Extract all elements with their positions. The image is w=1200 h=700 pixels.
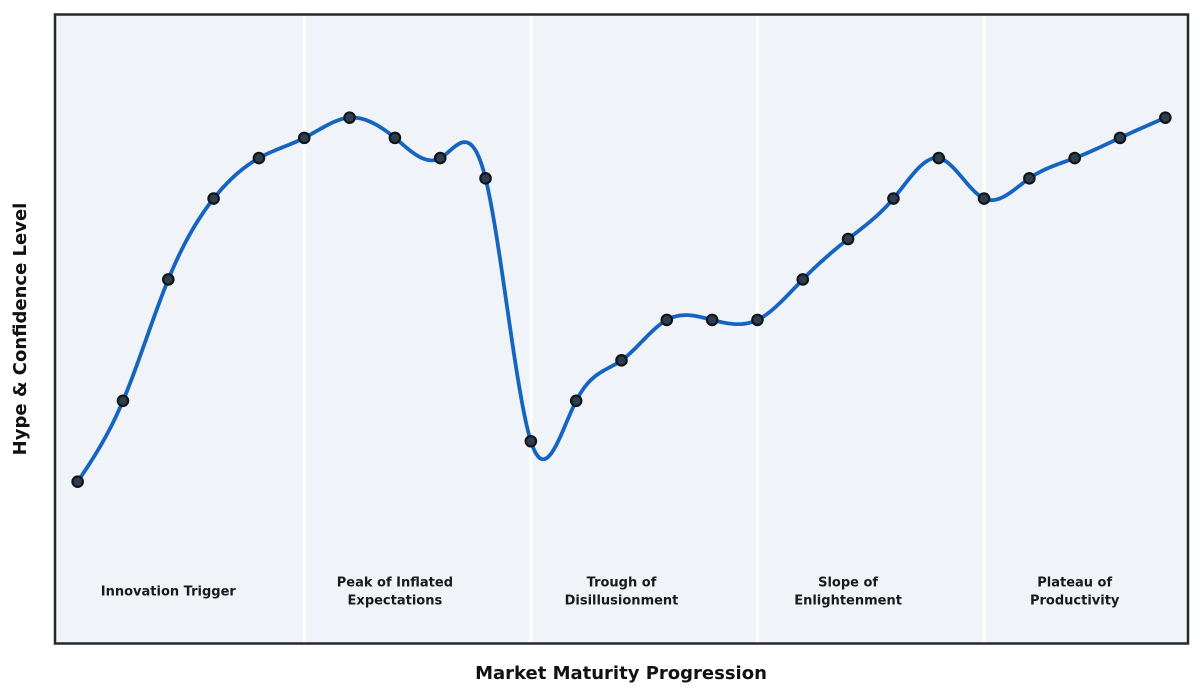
data-point	[343, 111, 356, 124]
data-point	[751, 313, 764, 327]
data-point	[887, 192, 900, 205]
data-point	[977, 192, 991, 205]
data-point	[433, 151, 447, 165]
data-point	[932, 151, 946, 165]
data-point	[841, 232, 855, 246]
plot-area	[55, 14, 1188, 644]
data-point	[660, 313, 674, 327]
data-point	[71, 475, 84, 488]
data-point	[297, 131, 311, 145]
phase-labels: Innovation Trigger Peak of Inflated Expect…	[101, 575, 1120, 608]
data-point	[162, 273, 175, 286]
y-axis-label: Hype & Confidence Level	[10, 203, 31, 456]
phase-label: Innovation Trigger	[101, 584, 237, 599]
data-points	[71, 111, 1172, 488]
x-axis-label: Market Maturity Progression	[475, 663, 767, 684]
data-point	[1023, 172, 1036, 185]
phase-dividers	[302, 14, 986, 644]
data-point	[252, 151, 266, 165]
phase-label: Slope of Enlightenment	[794, 575, 902, 608]
data-point	[1159, 111, 1172, 124]
data-point	[569, 394, 583, 408]
phase-label: Plateau of Productivity	[1030, 575, 1120, 608]
phase-label: Trough of Disillusionment	[565, 575, 679, 608]
data-point	[705, 313, 719, 327]
data-point	[1113, 131, 1127, 145]
data-point	[615, 354, 628, 367]
plot-border	[53, 13, 1190, 645]
data-point	[207, 192, 220, 205]
data-point	[1068, 151, 1081, 165]
data-point	[388, 131, 402, 145]
phase-label: Peak of Inflated Expectations	[337, 575, 453, 608]
data-point	[796, 273, 810, 286]
data-point	[479, 172, 492, 185]
data-point	[524, 434, 538, 448]
data-point	[116, 394, 130, 408]
